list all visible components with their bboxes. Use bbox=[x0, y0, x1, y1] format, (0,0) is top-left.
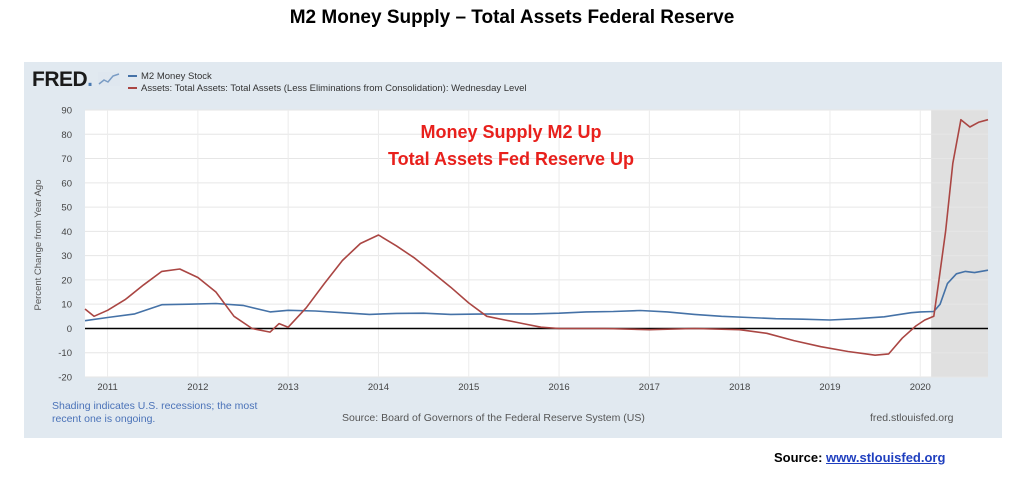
page-title: M2 Money Supply – Total Assets Federal R… bbox=[289, 7, 735, 28]
y-tick-label: 0 bbox=[67, 324, 72, 335]
y-tick-label: -20 bbox=[58, 373, 72, 384]
plot-area bbox=[85, 110, 988, 377]
x-tick-label: 2020 bbox=[910, 382, 931, 393]
y-tick-label: 30 bbox=[61, 251, 72, 262]
fred-logo-chart-icon bbox=[97, 72, 120, 86]
x-tick-label: 2019 bbox=[819, 382, 840, 393]
series-line-total-assets[interactable] bbox=[84, 118, 989, 357]
x-tick-label: 2011 bbox=[97, 382, 117, 393]
legend-label-m2: M2 Money Stock bbox=[141, 71, 212, 82]
legend-item-m2[interactable]: M2 Money Stock bbox=[128, 71, 526, 83]
y-tick-label: 50 bbox=[61, 203, 72, 214]
x-tick-label: 2014 bbox=[368, 382, 389, 393]
recession-shading-note: Shading indicates U.S. recessions; the m… bbox=[52, 400, 257, 426]
fred-url[interactable]: fred.stlouisfed.org bbox=[870, 412, 954, 424]
line-chart[interactable]: -20 -10 0 10 20 30 40 50 60 70 80 90 2011 2012 2013 20… bbox=[24, 62, 1002, 402]
fred-logo[interactable]: FRED. bbox=[32, 69, 120, 91]
y-tick-label: 10 bbox=[61, 300, 72, 311]
x-tick-label: 2013 bbox=[278, 382, 299, 393]
data-source-note: Source: Board of Governors of the Federa… bbox=[342, 412, 645, 424]
x-tick-label: 2012 bbox=[187, 382, 208, 393]
recession-note-line-1: Shading indicates U.S. recessions; the m… bbox=[52, 400, 258, 412]
source-link[interactable]: www.stlouisfed.org bbox=[826, 450, 946, 465]
annotation-money-supply: Money Supply M2 Up bbox=[420, 122, 601, 142]
source-credit: Source: www.stlouisfed.org bbox=[774, 450, 945, 465]
legend-label-total-assets: Assets: Total Assets: Total Assets (Less… bbox=[141, 83, 527, 94]
recession-shading bbox=[931, 110, 988, 377]
fred-logo-dot: . bbox=[87, 68, 93, 91]
legend-swatch-m2 bbox=[128, 75, 137, 78]
x-tick-label: 2018 bbox=[729, 382, 750, 393]
source-prefix: Source: bbox=[774, 450, 827, 465]
y-tick-label: 80 bbox=[61, 130, 72, 141]
fred-graph-panel: FRED. M2 Money Stock Assets: Total Asset… bbox=[24, 62, 1002, 438]
x-tick-label: 2015 bbox=[458, 382, 479, 393]
annotation-total-assets: Total Assets Fed Reserve Up bbox=[388, 149, 634, 169]
chart-legend: M2 Money Stock Assets: Total Assets: Tot… bbox=[128, 71, 526, 95]
recession-note-line-2: recent one is ongoing. bbox=[52, 413, 156, 425]
x-tick-label: 2016 bbox=[549, 382, 570, 393]
y-tick-label: 90 bbox=[61, 106, 72, 117]
y-tick-label: -10 bbox=[58, 348, 72, 359]
y-axis-label: Percent Change from Year Ago bbox=[33, 180, 44, 311]
y-tick-label: 20 bbox=[61, 275, 72, 286]
y-tick-label: 70 bbox=[61, 154, 72, 165]
legend-swatch-total-assets bbox=[128, 87, 137, 90]
series-line-m2[interactable] bbox=[84, 269, 989, 322]
legend-item-total-assets[interactable]: Assets: Total Assets: Total Assets (Less… bbox=[128, 83, 526, 95]
x-tick-label: 2017 bbox=[639, 382, 660, 393]
y-tick-label: 40 bbox=[61, 227, 72, 238]
y-tick-label: 60 bbox=[61, 178, 72, 189]
fred-logo-text: FRED bbox=[32, 68, 88, 91]
